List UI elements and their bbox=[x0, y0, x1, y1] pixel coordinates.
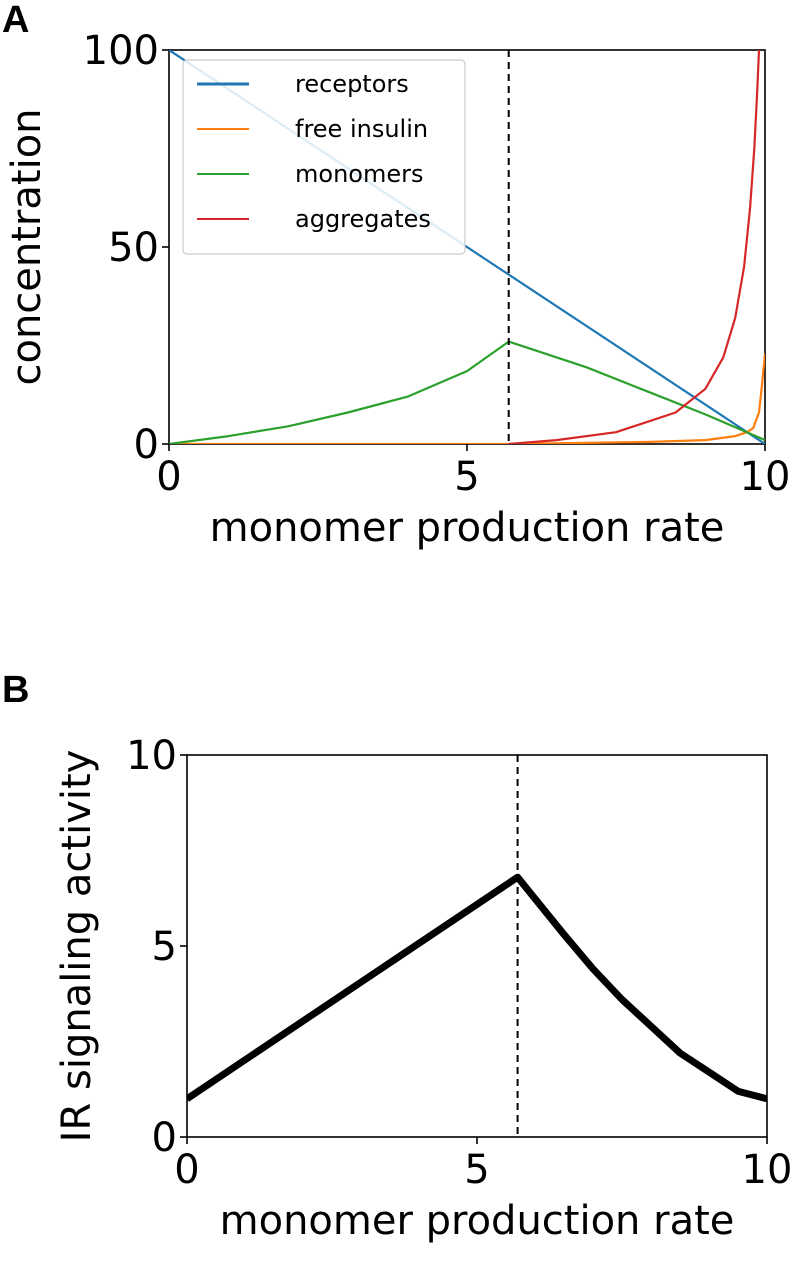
x-axis-label: monomer production rate bbox=[210, 505, 725, 551]
legend-box bbox=[182, 59, 466, 255]
y-tick-label: 0 bbox=[134, 422, 159, 468]
legend-label-monomers: monomers bbox=[295, 160, 423, 188]
series-line-free-insulin bbox=[169, 353, 765, 444]
x-tick-label: 5 bbox=[454, 454, 479, 500]
y-tick-label: 5 bbox=[152, 924, 177, 970]
panel-label-a: A bbox=[2, 0, 29, 41]
legend-label-free-insulin: free insulin bbox=[295, 115, 428, 143]
legend-label-receptors: receptors bbox=[295, 70, 409, 98]
x-axis-label: monomer production rate bbox=[220, 1198, 735, 1244]
x-tick-label: 10 bbox=[740, 454, 791, 500]
y-axis-label: concentration bbox=[4, 108, 50, 385]
panel-label-b: B bbox=[2, 669, 29, 711]
y-tick-label: 50 bbox=[108, 225, 159, 271]
x-tick-label: 5 bbox=[464, 1147, 489, 1193]
series-line-signal-0 bbox=[187, 873, 767, 1103]
y-axis-label: IR signaling activity bbox=[54, 750, 100, 1143]
y-tick-label: 0 bbox=[152, 1115, 177, 1161]
x-tick-label: 10 bbox=[742, 1147, 793, 1193]
x-tick-label: 0 bbox=[174, 1147, 199, 1193]
series-line-aggregates bbox=[508, 50, 761, 444]
plot-frame bbox=[186, 754, 768, 1138]
legend-label-aggregates: aggregates bbox=[295, 205, 431, 233]
x-tick-label: 0 bbox=[156, 454, 181, 500]
series-line-monomers bbox=[169, 340, 765, 444]
y-tick-label: 10 bbox=[126, 733, 177, 779]
legend: receptors free insulin monomers aggregates bbox=[182, 59, 466, 255]
y-tick-label: 100 bbox=[83, 28, 159, 74]
